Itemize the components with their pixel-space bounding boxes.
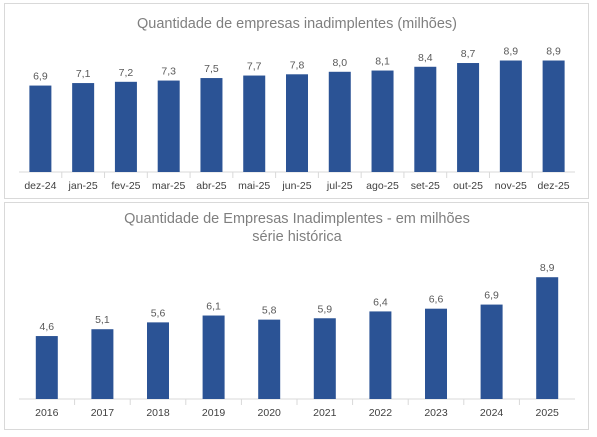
yearly-tick-label: 2017 [91, 407, 115, 419]
monthly-tick-label: dez-24 [24, 180, 56, 192]
monthly-bar [414, 66, 437, 172]
yearly-bar [147, 322, 169, 399]
monthly-tick-label: jun-25 [281, 180, 311, 192]
monthly-bar [286, 74, 308, 172]
yearly-tick-label: 2025 [536, 407, 560, 419]
monthly-data-label: 8,9 [546, 46, 561, 58]
yearly-data-label: 5,8 [262, 305, 277, 317]
monthly-tick-label: mai-25 [238, 180, 270, 192]
monthly-tick-label: jan-25 [68, 180, 98, 192]
monthly-bar [157, 80, 180, 172]
monthly-bar [72, 83, 95, 172]
yearly-data-label: 6,6 [429, 294, 444, 306]
monthly-bar [371, 70, 394, 172]
yearly-tick-label: 2016 [35, 407, 59, 419]
yearly-chart-panel: Quantidade de Empresas Inadimplentes - e… [4, 202, 589, 430]
monthly-bar [457, 63, 480, 172]
yearly-tick-label: 2018 [146, 407, 170, 419]
monthly-data-label: 7,8 [290, 59, 305, 71]
yearly-chart: Quantidade de Empresas Inadimplentes - e… [19, 211, 575, 419]
monthly-data-label: 7,2 [119, 67, 134, 79]
monthly-tick-label: mar-25 [152, 180, 185, 192]
monthly-bar [328, 71, 351, 172]
yearly-chart-subtitle: série histórica [252, 229, 342, 245]
yearly-data-label: 6,1 [206, 301, 221, 313]
yearly-bar [425, 308, 447, 399]
monthly-data-label: 8,1 [375, 56, 390, 68]
yearly-data-label: 8,9 [540, 262, 555, 274]
monthly-tick-label: dez-25 [538, 180, 570, 192]
monthly-tick-label: abr-25 [196, 180, 227, 192]
monthly-tick-label: jul-25 [326, 180, 353, 192]
yearly-bar [258, 319, 281, 399]
monthly-data-label: 7,7 [247, 61, 262, 73]
monthly-data-label: 8,4 [418, 52, 433, 64]
monthly-bar [114, 81, 137, 172]
monthly-tick-label: fev-25 [111, 180, 140, 192]
monthly-chart-panel: Quantidade de empresas inadimplentes (mi… [4, 3, 589, 199]
monthly-bar [243, 75, 266, 172]
monthly-data-label: 7,5 [204, 63, 219, 75]
yearly-tick-label: 2023 [424, 407, 448, 419]
monthly-data-label: 8,7 [461, 48, 476, 60]
yearly-data-label: 5,1 [95, 314, 110, 326]
monthly-tick-label: set-25 [411, 180, 440, 192]
yearly-data-label: 5,6 [151, 307, 166, 319]
yearly-bar [313, 318, 336, 399]
monthly-tick-label: out-25 [453, 180, 483, 192]
monthly-tick-label: ago-25 [366, 180, 399, 192]
monthly-tick-label: nov-25 [495, 180, 527, 192]
yearly-bar [35, 336, 58, 399]
yearly-data-label: 5,9 [317, 303, 332, 315]
yearly-bar [536, 277, 559, 399]
monthly-bar [200, 78, 223, 172]
yearly-tick-label: 2021 [313, 407, 337, 419]
monthly-chart-title: Quantidade de empresas inadimplentes (mi… [137, 16, 457, 32]
monthly-data-label: 8,0 [332, 57, 347, 69]
yearly-data-label: 6,9 [484, 290, 499, 302]
yearly-tick-label: 2019 [202, 407, 226, 419]
yearly-tick-label: 2022 [369, 407, 393, 419]
monthly-data-label: 7,3 [161, 66, 176, 78]
yearly-bar [202, 315, 225, 399]
monthly-data-label: 6,9 [33, 71, 48, 83]
monthly-bar [542, 60, 565, 172]
monthly-data-label: 7,1 [76, 68, 91, 80]
yearly-tick-label: 2024 [480, 407, 504, 419]
yearly-bar [91, 329, 114, 399]
yearly-data-label: 6,4 [373, 296, 388, 308]
yearly-tick-label: 2020 [258, 407, 282, 419]
yearly-chart-title: Quantidade de Empresas Inadimplentes - e… [124, 211, 470, 227]
monthly-data-label: 8,9 [504, 46, 519, 58]
monthly-bar [29, 85, 52, 172]
yearly-data-label: 4,6 [39, 321, 54, 333]
monthly-chart: Quantidade de empresas inadimplentes (mi… [19, 16, 575, 192]
monthly-bar [499, 60, 522, 172]
yearly-bar [480, 304, 503, 399]
yearly-bar [369, 311, 392, 399]
